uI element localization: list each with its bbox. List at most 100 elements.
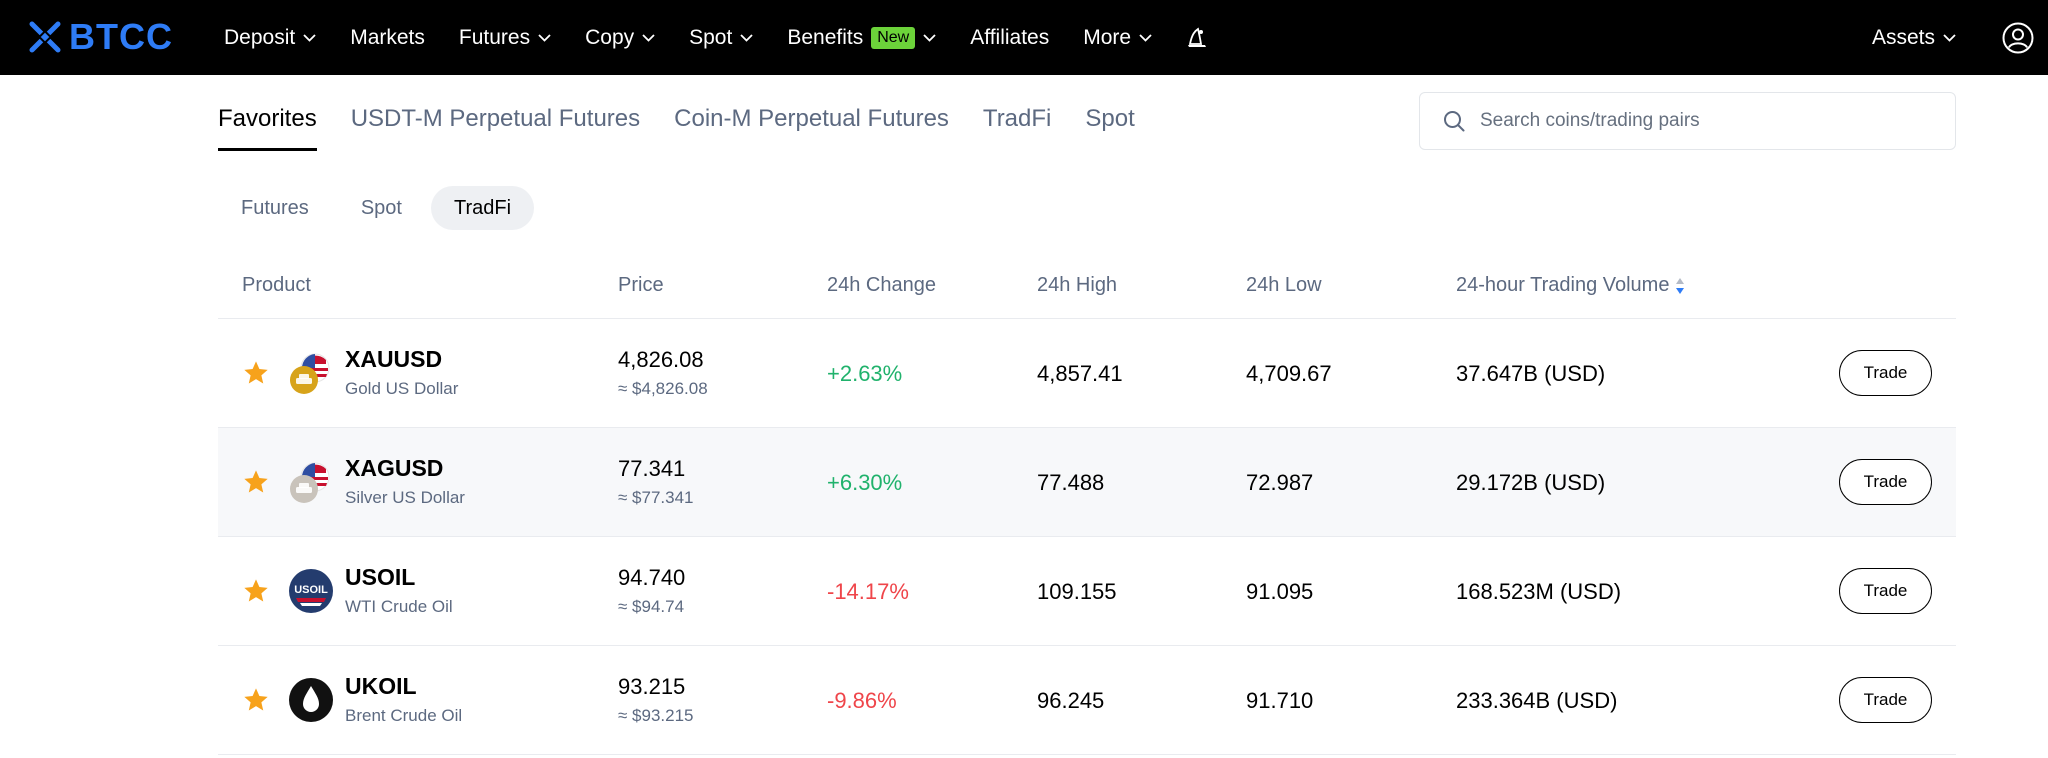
table-header: Product Price 24h Change 24h High 24h Lo… <box>218 250 1956 319</box>
price-usd: ≈ $4,826.08 <box>618 379 708 398</box>
price-value: 77.341 <box>618 456 686 481</box>
trade-button[interactable]: Trade <box>1839 459 1932 505</box>
product-symbol: USOIL <box>345 564 416 590</box>
col-24h-volume[interactable]: 24-hour Trading Volume <box>1456 274 1685 297</box>
tab-coin-m-perpetual-futures[interactable]: Coin-M Perpetual Futures <box>674 105 949 132</box>
trade-button[interactable]: Trade <box>1839 350 1932 396</box>
tab-spot[interactable]: Spot <box>1085 105 1135 132</box>
sub-tab-spot[interactable]: Spot <box>360 197 402 219</box>
chevron-down-icon <box>1943 33 1956 42</box>
nav-label: Affiliates <box>970 25 1050 49</box>
gold-coin-icon <box>290 353 330 394</box>
nav-label: Deposit <box>224 25 296 49</box>
nav-markets[interactable]: Markets <box>350 26 425 50</box>
usoil-icon: USOIL <box>289 569 333 613</box>
volume-value: 168.523M (USD) <box>1456 579 1622 604</box>
nav-label: Copy <box>585 25 635 49</box>
nav-benefits[interactable]: Benefits New <box>787 26 936 50</box>
product-name: Brent Crude Oil <box>345 706 463 725</box>
assets-label: Assets <box>1871 25 1935 49</box>
user-avatar-icon[interactable] <box>2002 22 2034 54</box>
usoil-icon-text: USOIL <box>294 584 328 596</box>
tab-usdt-m-perpetual-futures[interactable]: USDT-M Perpetual Futures <box>350 105 641 132</box>
col-24h-change: 24h Change <box>827 274 936 296</box>
oil-drop-icon <box>289 678 333 722</box>
search-box <box>1419 92 1956 150</box>
col-24h-high: 24h High <box>1037 274 1118 296</box>
high-value: 4,857.41 <box>1037 361 1123 386</box>
change-value: +6.30% <box>827 470 903 495</box>
search-icon <box>1444 111 1465 132</box>
col-price: Price <box>618 274 664 296</box>
btcc-logo[interactable]: BTCC <box>27 17 173 57</box>
sort-icon <box>1676 277 1685 294</box>
favorite-star-icon[interactable] <box>242 359 270 387</box>
low-value: 91.095 <box>1246 579 1314 604</box>
change-value: +2.63% <box>827 361 903 386</box>
volume-value: 37.647B (USD) <box>1456 361 1606 386</box>
nav-more[interactable]: More <box>1083 26 1152 50</box>
change-value: -14.17% <box>827 579 909 604</box>
nav-label: More <box>1083 25 1132 49</box>
nav-futures[interactable]: Futures <box>459 26 551 50</box>
chevron-down-icon <box>1139 33 1152 42</box>
low-value: 72.987 <box>1246 470 1314 495</box>
price-usd: ≈ $93.215 <box>618 706 694 725</box>
col-product: Product <box>242 274 311 296</box>
low-value: 4,709.67 <box>1246 361 1332 386</box>
table-row[interactable]: UKOIL Brent Crude Oil 93.215 ≈ $93.215 -… <box>218 646 1956 755</box>
product-name: Gold US Dollar <box>345 379 459 398</box>
chevron-down-icon <box>303 33 316 42</box>
chevron-down-icon <box>538 33 551 42</box>
table-row[interactable]: USOIL USOIL WTI Crude Oil 94.740 ≈ $94.7… <box>218 537 1956 646</box>
high-value: 77.488 <box>1037 470 1105 495</box>
logo-text: BTCC <box>69 16 173 57</box>
favorites-sub-tabs: Futures Spot TradFi <box>218 186 540 230</box>
chevron-down-icon <box>923 33 936 42</box>
sub-tab-futures[interactable]: Futures <box>241 197 309 219</box>
high-value: 109.155 <box>1037 579 1117 604</box>
nav-copy[interactable]: Copy <box>585 26 655 50</box>
nav-label: Benefits <box>787 25 864 49</box>
trade-button[interactable]: Trade <box>1839 568 1932 614</box>
nav-label: Markets <box>350 25 425 49</box>
favorite-star-icon[interactable] <box>242 577 270 605</box>
volume-value: 233.364B (USD) <box>1456 688 1618 713</box>
product-symbol: UKOIL <box>345 673 417 699</box>
markets-table: Product Price 24h Change 24h High 24h Lo… <box>218 250 1956 755</box>
sub-tab-tradfi[interactable]: TradFi <box>430 186 535 230</box>
nav-affiliates[interactable]: Affiliates <box>970 26 1049 50</box>
hat-gift-icon[interactable] <box>1186 26 1208 50</box>
nav-deposit[interactable]: Deposit <box>224 26 316 50</box>
price-value: 94.740 <box>618 565 686 590</box>
assets-menu[interactable]: Assets <box>1872 26 1956 50</box>
tab-tradfi[interactable]: TradFi <box>982 105 1052 132</box>
table-row[interactable]: XAGUSD Silver US Dollar 77.341 ≈ $77.341… <box>218 428 1956 537</box>
top-navbar: BTCC Deposit Markets Futures Copy Spot B… <box>0 0 2048 75</box>
btcc-logo-icon <box>29 21 61 53</box>
silver-coin-icon <box>290 462 330 503</box>
product-name: WTI Crude Oil <box>345 597 453 616</box>
price-value: 4,826.08 <box>618 347 704 372</box>
product-symbol: XAUUSD <box>345 346 443 372</box>
favorite-star-icon[interactable] <box>242 468 270 496</box>
price-value: 93.215 <box>618 674 686 699</box>
price-usd: ≈ $77.341 <box>618 488 694 507</box>
tab-favorites[interactable]: Favorites <box>218 102 317 151</box>
change-value: -9.86% <box>827 688 897 713</box>
new-badge: New <box>871 26 916 49</box>
chevron-down-icon <box>642 33 655 42</box>
nav-label: Futures <box>458 25 531 49</box>
table-row[interactable]: XAUUSD Gold US Dollar 4,826.08 ≈ $4,826.… <box>218 319 1956 428</box>
product-name: Silver US Dollar <box>345 488 465 507</box>
nav-spot[interactable]: Spot <box>689 26 753 50</box>
high-value: 96.245 <box>1037 688 1105 713</box>
favorite-star-icon[interactable] <box>242 686 270 714</box>
volume-value: 29.172B (USD) <box>1456 470 1606 495</box>
col-24h-low: 24h Low <box>1246 274 1322 296</box>
product-symbol: XAGUSD <box>345 455 444 481</box>
col-24h-volume-label: 24-hour Trading Volume <box>1456 274 1670 296</box>
market-tabs: Favorites USDT-M Perpetual Futures Coin-… <box>218 102 1169 151</box>
search-input[interactable] <box>1480 110 1940 132</box>
trade-button[interactable]: Trade <box>1839 677 1932 723</box>
